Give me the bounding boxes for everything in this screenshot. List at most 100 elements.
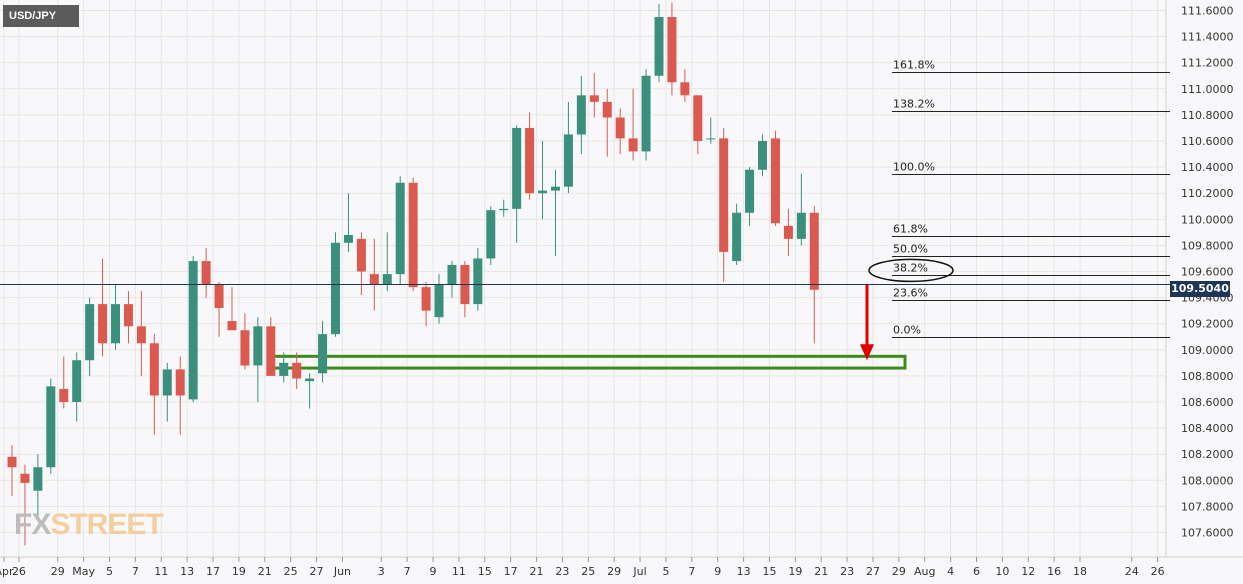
- fib-label: 138.2%: [893, 98, 935, 111]
- candle-body: [563, 134, 573, 187]
- candle-body: [201, 261, 211, 285]
- candle-body: [447, 264, 457, 285]
- candle-body: [809, 212, 819, 290]
- y-tick-label: 108.6000: [1181, 396, 1234, 409]
- y-tick-label: 110.4000: [1181, 161, 1234, 174]
- x-tick-label: 7: [132, 565, 139, 578]
- candle-body: [279, 362, 289, 376]
- candle-body: [486, 210, 496, 259]
- x-tick-label: 10: [995, 565, 1009, 578]
- x-tick-label: 29: [607, 565, 621, 578]
- x-tick-label: 24: [1125, 565, 1139, 578]
- support-zone: [266, 354, 907, 370]
- candle-body: [356, 238, 366, 272]
- x-tick-label: 12: [1021, 565, 1035, 578]
- x-tick-label: 3: [378, 565, 385, 578]
- candle-body: [292, 362, 302, 379]
- y-tick-label: 111.6000: [1181, 5, 1234, 18]
- x-tick-label: 7: [688, 565, 695, 578]
- x-tick-label: 9: [430, 565, 437, 578]
- candle-body: [693, 95, 703, 141]
- x-tick-label: Jun: [333, 565, 351, 578]
- fib-label: 23.6%: [893, 287, 928, 300]
- candle-body: [783, 225, 793, 239]
- candle-body: [162, 369, 172, 396]
- candle-body: [615, 117, 625, 139]
- y-tick-label: 108.8000: [1181, 370, 1234, 383]
- x-tick-label: 19: [232, 565, 246, 578]
- candle-body: [732, 212, 742, 262]
- candle-body: [123, 304, 133, 327]
- candle-body: [111, 304, 121, 344]
- x-tick-label: 17: [206, 565, 220, 578]
- candle-body: [628, 138, 638, 152]
- x-tick-label: 6: [973, 565, 980, 578]
- y-tick-label: 109.6000: [1181, 266, 1234, 279]
- x-tick-label: 16: [1047, 565, 1061, 578]
- x-tick-label: 18: [1073, 565, 1087, 578]
- candle-body: [602, 101, 612, 118]
- candle-body: [499, 208, 509, 211]
- y-tick-label: 108.4000: [1181, 422, 1234, 435]
- candle-body: [46, 386, 56, 468]
- candle-body: [434, 284, 444, 318]
- candle-body: [680, 82, 690, 96]
- candle-body: [59, 388, 69, 402]
- candle-body: [240, 330, 250, 366]
- candle-body: [706, 138, 716, 140]
- x-tick-label: 15: [762, 565, 776, 578]
- y-tick-label: 110.2000: [1181, 187, 1234, 200]
- candle-body: [667, 17, 677, 83]
- x-tick-label: Jul: [632, 565, 646, 578]
- candle-body: [758, 141, 768, 170]
- x-tick-label: 21: [258, 565, 272, 578]
- x-tick-label: May: [72, 565, 95, 578]
- down-arrow-head: [860, 344, 874, 361]
- candle-body: [149, 343, 159, 396]
- candle-body: [7, 456, 17, 468]
- fxstreet-logo: FXSTREET: [14, 508, 164, 542]
- logo-fx: FX: [14, 508, 51, 541]
- x-tick-label: 4: [947, 565, 954, 578]
- x-tick-label: 15: [478, 565, 492, 578]
- x-tick-label: 27: [866, 565, 880, 578]
- candle-body: [266, 326, 276, 376]
- candle-body: [72, 360, 82, 402]
- candle-body: [253, 326, 263, 366]
- x-tick-label: 29: [892, 565, 906, 578]
- x-tick-label: Aug: [914, 565, 935, 578]
- candle-body: [188, 261, 198, 400]
- fib-label: 38.2%: [893, 262, 928, 275]
- candle-body: [576, 95, 586, 135]
- candle-body: [227, 321, 237, 331]
- current-price-tag: 109.5040: [1170, 281, 1230, 297]
- candle-body: [331, 242, 340, 335]
- grid-lines: [0, 0, 1166, 557]
- fib-label: 61.8%: [893, 223, 928, 236]
- candle-body: [343, 234, 353, 243]
- candle-body: [318, 334, 328, 374]
- x-tick-label: Apr: [0, 565, 14, 578]
- candle-body: [136, 326, 146, 344]
- candle-body: [589, 95, 599, 102]
- y-tick-label: 108.2000: [1181, 448, 1234, 461]
- candle-body: [538, 190, 548, 194]
- y-tick-label: 110.0000: [1181, 213, 1234, 226]
- y-tick-label: 110.6000: [1181, 135, 1234, 148]
- x-tick-label: 23: [840, 565, 854, 578]
- axis-lines: [0, 0, 1243, 558]
- candle-body: [641, 75, 651, 152]
- logo-street: STREET: [50, 508, 163, 541]
- x-tick-label: 13: [737, 565, 751, 578]
- candle-body: [382, 274, 392, 285]
- candle-body: [175, 369, 185, 396]
- candle-body: [408, 182, 418, 288]
- x-tick-label: 7: [404, 565, 411, 578]
- candles: [7, 2, 819, 546]
- candle-body: [512, 127, 522, 209]
- x-tick-label: 25: [284, 565, 298, 578]
- annotations: [860, 258, 954, 361]
- x-tick-label: 25: [581, 565, 595, 578]
